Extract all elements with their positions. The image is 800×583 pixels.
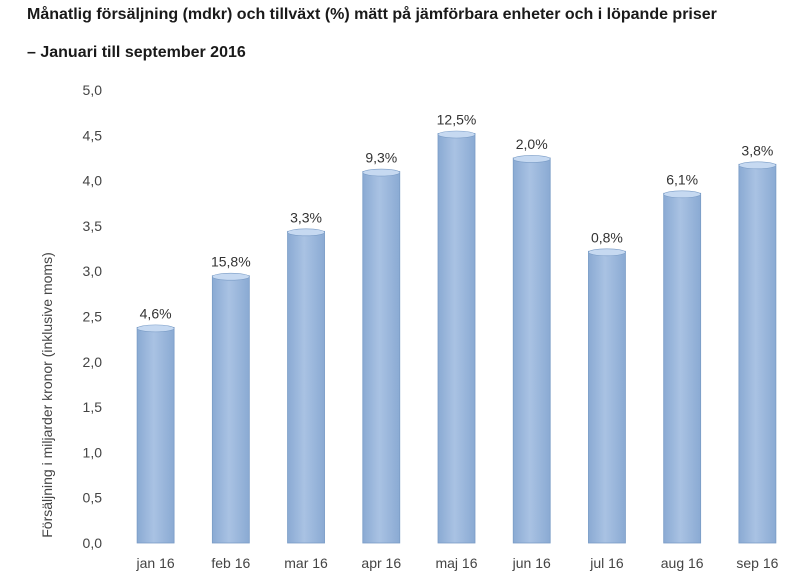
bar: [512, 157, 551, 544]
y-tick-label: 3,0: [83, 263, 103, 279]
bar-cap: [362, 168, 401, 177]
bar: [738, 163, 777, 544]
chart-subtitle: – Januari till september 2016: [27, 44, 246, 61]
bar-cap: [136, 324, 175, 333]
bar-jun-16: 2,0%: [512, 136, 551, 544]
bar-aug-16: 6,1%: [663, 171, 702, 544]
data-label: 2,0%: [516, 136, 548, 152]
bar: [211, 275, 250, 544]
data-label: 9,3%: [365, 150, 397, 166]
y-tick-label: 1,0: [83, 444, 103, 460]
bar: [136, 326, 175, 544]
bar-sep-16: 3,8%: [738, 142, 777, 544]
y-tick-label: 0,0: [83, 535, 103, 551]
data-label: 0,8%: [591, 229, 623, 245]
y-tick-label: 2,5: [83, 309, 103, 325]
x-tick-label: jul 16: [589, 555, 624, 571]
data-label: 15,8%: [211, 254, 251, 270]
y-tick-label: 0,5: [83, 490, 103, 506]
bar-feb-16: 15,8%: [211, 254, 251, 544]
data-label: 12,5%: [437, 111, 477, 127]
data-label: 3,3%: [290, 209, 322, 225]
data-label: 3,8%: [741, 142, 773, 158]
bar-cap: [287, 228, 325, 237]
y-tick-label: 4,5: [83, 127, 103, 143]
bar-cap: [437, 130, 476, 139]
bar: [663, 192, 702, 544]
x-tick-label: aug 16: [661, 555, 704, 571]
y-tick-label: 3,5: [83, 218, 103, 234]
bars: 4,6% 15,8% 3,3% 9,3% 12,5% 2,0% 0,8% 6,1% 3,8%: [136, 111, 777, 544]
bar-apr-16: 9,3%: [362, 150, 401, 544]
y-tick-label: 5,0: [83, 82, 103, 98]
bar: [437, 133, 476, 544]
x-tick-label: maj 16: [435, 555, 477, 571]
bar-jul-16: 0,8%: [588, 229, 626, 544]
data-label: 4,6%: [140, 305, 172, 321]
x-tick-label: feb 16: [211, 555, 250, 571]
y-axis-label: Försäljning i miljarder kronor (inklusiv…: [39, 252, 55, 538]
x-tick-label: mar 16: [284, 555, 328, 571]
bar-cap: [663, 190, 701, 199]
bar-maj-16: 12,5%: [437, 111, 477, 544]
bar-cap: [588, 248, 626, 257]
y-tick-label: 2,0: [83, 354, 103, 370]
bar: [287, 230, 325, 544]
x-tick-label: apr 16: [361, 555, 401, 571]
bar: [588, 250, 626, 544]
x-axis: jan 16 feb 16 mar 16 apr 16 maj 16 jun 16 jul …: [136, 555, 779, 571]
y-tick-label: 1,5: [83, 399, 103, 415]
x-tick-label: jun 16: [512, 555, 551, 571]
bar: [362, 171, 401, 544]
data-label: 6,1%: [666, 171, 698, 187]
bar-mar-16: 3,3%: [287, 209, 325, 544]
x-tick-label: jan 16: [136, 555, 175, 571]
y-axis: 0,0 0,5 1,0 1,5 2,0 2,5 3,0 3,5 4,0 4,5 5,0: [83, 82, 103, 551]
x-tick-label: sep 16: [736, 555, 778, 571]
bar-cap: [512, 155, 551, 163]
bar-cap: [212, 272, 250, 281]
bar-jan-16: 4,6%: [136, 305, 175, 544]
chart-title: Månatlig försäljning (mdkr) och tillväxt…: [27, 6, 717, 23]
y-tick-label: 4,0: [83, 173, 103, 189]
bar-cap: [738, 161, 777, 170]
